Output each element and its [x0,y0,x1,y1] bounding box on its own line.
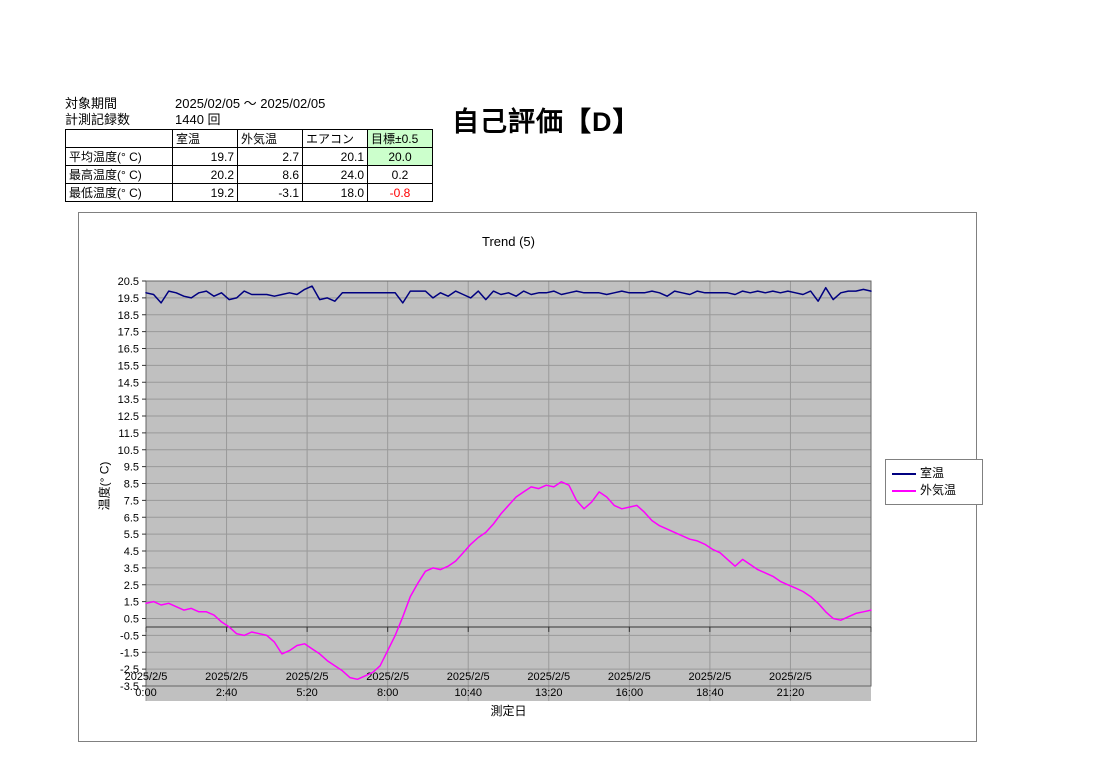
table-cell: 20.2 [172,165,238,184]
legend-label: 外気温 [920,483,957,497]
legend: 室温 外気温 [885,459,983,505]
svg-text:18.5: 18.5 [118,310,139,322]
svg-text:10:40: 10:40 [454,687,482,699]
svg-text:2025/2/5: 2025/2/5 [769,671,812,683]
svg-text:13:20: 13:20 [535,687,563,699]
table-cell: -3.1 [237,183,303,202]
svg-text:9.5: 9.5 [124,462,139,474]
svg-text:0:00: 0:00 [135,687,156,699]
table-cell: 24.0 [302,165,368,184]
x-axis-title: 測定日 [490,704,527,718]
column-header-aircon: エアコン [302,129,368,148]
table-cell-target: 20.0 [367,147,433,166]
column-header-target: 目標±0.5 [367,129,433,148]
period-value: 2025/02/05 ～ 2025/02/05 [175,96,326,111]
table-cell: 20.1 [302,147,368,166]
evaluation-title: 自己評価【D】 [452,107,641,137]
legend-item-room-temp: 室温 [892,465,976,482]
svg-text:11.5: 11.5 [118,428,139,440]
svg-text:19.5: 19.5 [118,293,139,305]
y-axis-title: 温度(° C) [97,461,112,511]
row-label: 平均温度(° C) [65,147,173,166]
svg-text:2025/2/5: 2025/2/5 [527,671,570,683]
svg-text:3.5: 3.5 [124,563,139,575]
column-header-room: 室温 [172,129,238,148]
svg-text:20.5: 20.5 [118,276,139,288]
table-cell: 2.7 [237,147,303,166]
svg-text:21:20: 21:20 [777,687,805,699]
svg-text:-0.5: -0.5 [120,630,139,642]
svg-text:18:40: 18:40 [696,687,724,699]
svg-text:-1.5: -1.5 [120,647,139,659]
column-header-outside: 外気温 [237,129,303,148]
period-label: 対象期間 [65,96,118,111]
legend-label: 室温 [920,466,945,480]
record-count-row: 計測記録数 1440 回 [65,112,325,128]
table-cell-target: 0.2 [367,165,433,184]
svg-text:16.5: 16.5 [118,344,139,356]
table-cell: 19.7 [172,147,238,166]
svg-text:7.5: 7.5 [124,495,139,507]
svg-text:2.5: 2.5 [124,580,139,592]
trend-plot: 20.5 19.5 18.5 17.5 16.5 15.5 14.5 13.5 12.5 11.5… [118,276,872,701]
svg-text:2025/2/5: 2025/2/5 [366,671,409,683]
table-cell: 18.0 [302,183,368,202]
svg-text:16:00: 16:00 [616,687,644,699]
svg-text:-3.5: -3.5 [120,681,139,693]
svg-text:8:00: 8:00 [377,687,398,699]
svg-text:-2.5: -2.5 [120,664,139,676]
svg-text:10.5: 10.5 [118,445,139,457]
table-cell: 19.2 [172,183,238,202]
svg-text:2025/2/5: 2025/2/5 [608,671,651,683]
measurement-info: 対象期間 2025/02/05 ～ 2025/02/05 計測記録数 1440 回 [65,96,325,128]
svg-text:4.5: 4.5 [124,546,139,558]
table-header-row: 室温 外気温 エアコン 目標±0.5 [65,129,433,148]
table-row-min: 最低温度(° C) 19.2 -3.1 18.0 -0.8 [65,183,433,202]
svg-text:15.5: 15.5 [118,360,139,372]
svg-text:2:40: 2:40 [216,687,237,699]
svg-text:5:20: 5:20 [296,687,317,699]
record-count-value: 1440 回 [175,112,221,127]
svg-text:2025/2/5: 2025/2/5 [688,671,731,683]
svg-text:2025/2/5: 2025/2/5 [447,671,490,683]
table-row-max: 最高温度(° C) 20.2 8.6 24.0 0.2 [65,165,433,184]
row-label: 最高温度(° C) [65,165,173,184]
svg-text:1.5: 1.5 [124,597,139,609]
svg-text:12.5: 12.5 [118,411,139,423]
trend-chart-frame: 20.5 19.5 18.5 17.5 16.5 15.5 14.5 13.5 12.5 11.5… [78,212,983,742]
table-row-average: 平均温度(° C) 19.7 2.7 20.1 20.0 [65,147,433,166]
temperature-summary-table: 室温 外気温 エアコン 目標±0.5 平均温度(° C) 19.7 2.7 20… [65,129,433,202]
room-temp-line-sample [892,472,916,475]
svg-text:2025/2/5: 2025/2/5 [205,671,248,683]
svg-text:2025/2/5: 2025/2/5 [125,671,168,683]
svg-text:2025/2/5: 2025/2/5 [286,671,329,683]
chart-title: Trend (5) [482,234,535,249]
record-count-label: 計測記録数 [65,112,131,127]
outside-temp-line-sample [892,489,916,492]
svg-text:8.5: 8.5 [124,479,139,491]
row-label: 最低温度(° C) [65,183,173,202]
legend-item-outside-temp: 外気温 [892,482,976,499]
svg-text:14.5: 14.5 [118,377,139,389]
svg-text:17.5: 17.5 [118,327,139,339]
svg-text:6.5: 6.5 [124,512,139,524]
table-cell: 8.6 [237,165,303,184]
svg-text:13.5: 13.5 [118,394,139,406]
period-row: 対象期間 2025/02/05 ～ 2025/02/05 [65,96,325,112]
table-cell-target-negative: -0.8 [367,183,433,202]
column-header-blank [65,129,173,148]
svg-text:5.5: 5.5 [124,529,139,541]
svg-text:0.5: 0.5 [124,614,139,626]
